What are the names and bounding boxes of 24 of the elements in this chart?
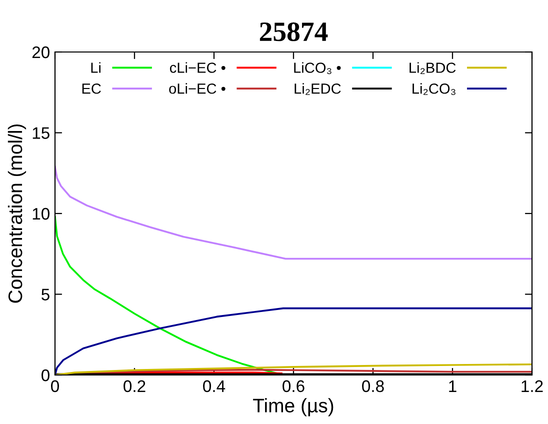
legend-label: Li₂EDC bbox=[294, 83, 341, 95]
x-tick-label: 0.4 bbox=[203, 380, 226, 392]
y-tick-label: 5 bbox=[42, 288, 50, 300]
line-series bbox=[55, 166, 532, 260]
y-axis-title: Concentration (mol/l) bbox=[8, 124, 26, 303]
legend-label: Li bbox=[91, 62, 100, 73]
x-tick-label: 0.2 bbox=[124, 380, 146, 392]
x-tick-label: 0.6 bbox=[282, 380, 304, 392]
legend-label: oLi−EC • bbox=[169, 83, 226, 94]
x-axis-title: Time (µs) bbox=[253, 398, 334, 416]
x-tick-label: 0 bbox=[51, 380, 59, 392]
legend-label: Li₂CO₃ bbox=[412, 83, 456, 95]
x-tick-label: 1.2 bbox=[522, 380, 543, 392]
legend-label: EC bbox=[82, 83, 101, 94]
chart-title: 25874 bbox=[260, 22, 328, 42]
y-tick-label: 10 bbox=[32, 208, 50, 220]
x-tick-label: 0.8 bbox=[362, 380, 384, 392]
x-tick-label: 1 bbox=[449, 380, 456, 392]
legend-label: Li₂BDC bbox=[410, 62, 456, 74]
y-tick-label: 0 bbox=[42, 369, 50, 382]
legend-label: LiCO₃ • bbox=[294, 62, 341, 74]
y-tick-label: 15 bbox=[32, 127, 50, 139]
legend-label: cLi−EC • bbox=[170, 62, 226, 73]
y-tick-label: 20 bbox=[32, 46, 50, 58]
